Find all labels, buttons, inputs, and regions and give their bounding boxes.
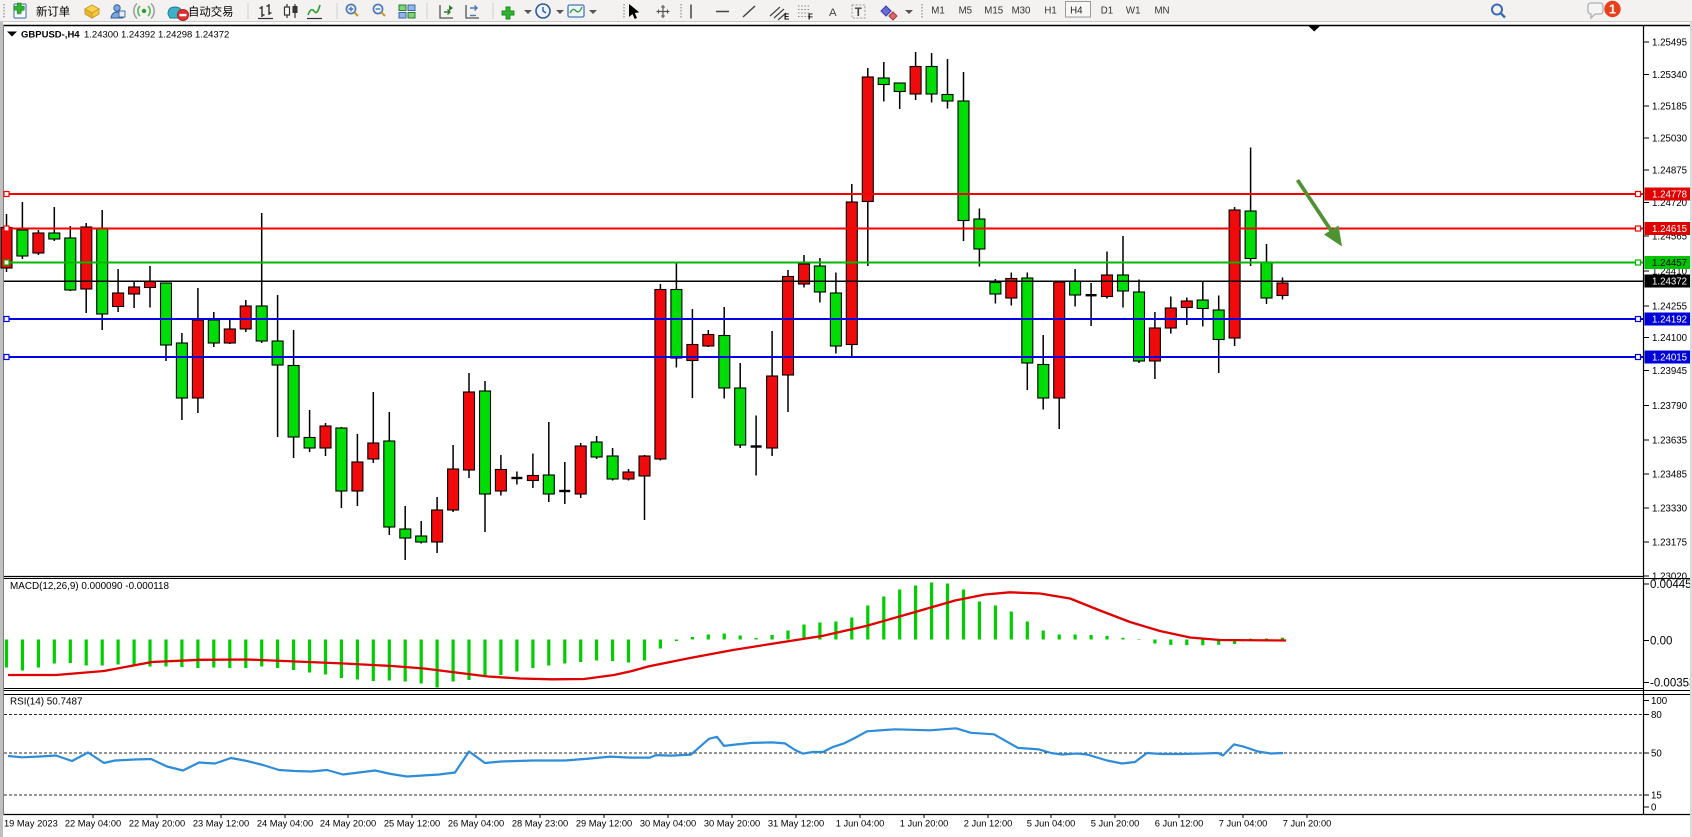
svg-text:1.23330: 1.23330	[1652, 504, 1688, 515]
svg-text:31 May 12:00: 31 May 12:00	[768, 819, 824, 829]
svg-text:W1: W1	[1126, 5, 1141, 16]
svg-text:H1: H1	[1044, 5, 1056, 16]
svg-text:1.23635: 1.23635	[1652, 436, 1687, 447]
svg-text:1 Jun 20:00: 1 Jun 20:00	[900, 819, 949, 829]
svg-text:24 May 20:00: 24 May 20:00	[320, 819, 376, 829]
svg-text:19 May 2023: 19 May 2023	[4, 819, 58, 829]
svg-text:1.25030: 1.25030	[1652, 134, 1688, 145]
svg-text:1.24410: 1.24410	[1652, 267, 1688, 278]
svg-text:M15: M15	[984, 5, 1003, 16]
svg-text:80: 80	[1651, 710, 1662, 721]
svg-text:F: F	[808, 13, 813, 22]
svg-text:D1: D1	[1101, 5, 1113, 16]
svg-text:T: T	[855, 7, 862, 19]
svg-text:1.23485: 1.23485	[1652, 470, 1687, 481]
svg-text:25 May 12:00: 25 May 12:00	[384, 819, 440, 829]
svg-text:23 May 12:00: 23 May 12:00	[193, 819, 249, 829]
svg-text:2 Jun 12:00: 2 Jun 12:00	[964, 819, 1013, 829]
svg-text:1 Jun 04:00: 1 Jun 04:00	[836, 819, 885, 829]
svg-text:100: 100	[1651, 696, 1668, 707]
svg-text:30 May 04:00: 30 May 04:00	[640, 819, 696, 829]
svg-text:-0.003533: -0.003533	[1650, 678, 1692, 690]
svg-text:1.23020: 1.23020	[1652, 572, 1688, 583]
svg-text:24 May 04:00: 24 May 04:00	[257, 819, 313, 829]
svg-text:1.24778: 1.24778	[1652, 190, 1687, 201]
svg-text:E: E	[784, 13, 790, 22]
svg-text:1.25495: 1.25495	[1652, 38, 1687, 49]
svg-text:M30: M30	[1012, 5, 1031, 16]
svg-text:M1: M1	[931, 5, 944, 16]
svg-text:1.24720: 1.24720	[1652, 198, 1688, 209]
svg-text:A: A	[829, 7, 837, 19]
svg-text:1.24457: 1.24457	[1652, 258, 1687, 269]
svg-text:1: 1	[1609, 2, 1616, 17]
svg-text:7 Jun 20:00: 7 Jun 20:00	[1283, 819, 1332, 829]
svg-text:0: 0	[1651, 803, 1657, 814]
svg-text:新订单: 新订单	[36, 5, 70, 19]
svg-text:1.24300 1.24392 1.24298 1.2437: 1.24300 1.24392 1.24298 1.24372	[84, 29, 229, 40]
svg-text:RSI(14) 50.7487: RSI(14) 50.7487	[10, 697, 82, 708]
svg-text:1.24100: 1.24100	[1652, 333, 1688, 344]
svg-text:1.24015: 1.24015	[1652, 353, 1687, 364]
svg-text:GBPUSD-,H4: GBPUSD-,H4	[21, 29, 80, 40]
svg-text:MACD(12,26,9) 0.000090 -0.0001: MACD(12,26,9) 0.000090 -0.000118	[10, 581, 170, 592]
svg-text:50: 50	[1651, 749, 1662, 760]
svg-text:M5: M5	[959, 5, 972, 16]
svg-text:26 May 04:00: 26 May 04:00	[448, 819, 504, 829]
svg-text:MN: MN	[1154, 5, 1169, 16]
svg-text:7 Jun 04:00: 7 Jun 04:00	[1219, 819, 1268, 829]
svg-text:1.24615: 1.24615	[1652, 224, 1687, 235]
svg-text:0.00: 0.00	[1650, 636, 1672, 648]
svg-text:1.25340: 1.25340	[1652, 70, 1688, 81]
svg-text:30 May 20:00: 30 May 20:00	[704, 819, 760, 829]
svg-text:22 May 20:00: 22 May 20:00	[129, 819, 185, 829]
svg-text:1.24565: 1.24565	[1652, 232, 1687, 243]
svg-text:1.23945: 1.23945	[1652, 366, 1687, 377]
svg-text:1.23175: 1.23175	[1652, 538, 1687, 549]
svg-text:22 May 04:00: 22 May 04:00	[65, 819, 121, 829]
svg-text:5 Jun 04:00: 5 Jun 04:00	[1027, 819, 1076, 829]
svg-text:28 May 23:00: 28 May 23:00	[512, 819, 568, 829]
svg-text:1.24875: 1.24875	[1652, 166, 1687, 177]
svg-text:自动交易: 自动交易	[188, 5, 234, 19]
svg-text:1.24255: 1.24255	[1652, 302, 1687, 313]
svg-text:15: 15	[1651, 791, 1662, 802]
svg-text:0.004454: 0.004454	[1650, 579, 1692, 591]
svg-text:1.25185: 1.25185	[1652, 102, 1687, 113]
svg-text:1.24372: 1.24372	[1652, 277, 1687, 288]
svg-text:29 May 12:00: 29 May 12:00	[576, 819, 632, 829]
svg-text:1.24192: 1.24192	[1652, 315, 1687, 326]
svg-text:5 Jun 20:00: 5 Jun 20:00	[1091, 819, 1140, 829]
svg-text:6 Jun 12:00: 6 Jun 12:00	[1155, 819, 1204, 829]
svg-text:1.23790: 1.23790	[1652, 401, 1688, 412]
svg-text:H4: H4	[1070, 5, 1083, 16]
